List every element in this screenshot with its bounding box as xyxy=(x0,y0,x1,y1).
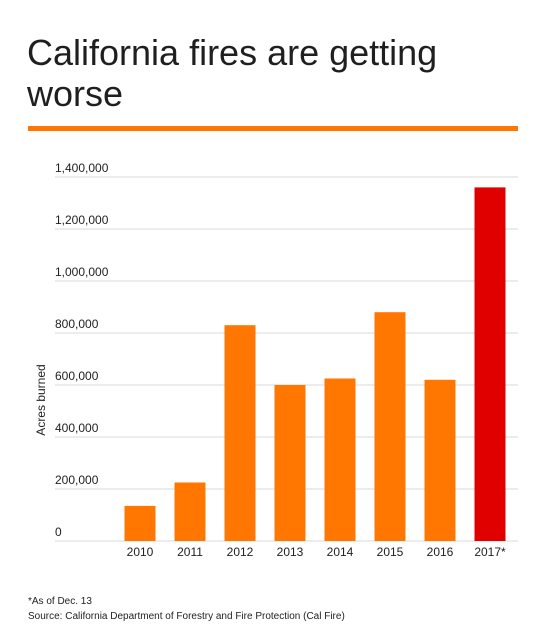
bar-2017 xyxy=(474,187,506,541)
y-tick-label: 1,000,000 xyxy=(55,265,109,279)
y-tick-label: 600,000 xyxy=(55,369,99,383)
y-tick-labels: 0 200,000 400,000 600,000 800,000 1,000,000 1,… xyxy=(55,161,109,539)
source-note: Source: California Department of Forestr… xyxy=(28,611,345,622)
bar-2011 xyxy=(174,482,206,541)
chart-title: California fires are getting worse xyxy=(27,32,438,114)
bar-2013 xyxy=(274,385,306,541)
bar-2016 xyxy=(424,379,456,541)
chart-notes: *As of Dec. 13 Source: California Depart… xyxy=(28,594,345,624)
x-tick-label: 2013 xyxy=(277,545,304,559)
bar-chart: 0 200,000 400,000 600,000 800,000 1,000,000 1,… xyxy=(34,161,518,559)
y-axis-label: Acres burned xyxy=(34,364,48,435)
x-tick-label: 2010 xyxy=(127,545,154,559)
y-tick-label: 1,400,000 xyxy=(55,161,109,175)
y-tick-label: 200,000 xyxy=(55,473,99,487)
x-tick-labels: 2010 2011 2012 2013 2014 2015 2016 2017* xyxy=(127,545,506,559)
bar-2012 xyxy=(224,325,256,541)
bar-2010 xyxy=(124,505,156,541)
x-tick-label: 2016 xyxy=(427,545,454,559)
y-tick-label: 400,000 xyxy=(55,421,99,435)
bar-2014 xyxy=(324,378,356,541)
title-accent-rule xyxy=(28,126,518,131)
y-tick-label: 0 xyxy=(55,525,62,539)
y-tick-label: 1,200,000 xyxy=(55,213,109,227)
x-tick-label: 2012 xyxy=(227,545,254,559)
bar-2015 xyxy=(374,312,406,541)
y-tick-label: 800,000 xyxy=(55,317,99,331)
bars xyxy=(124,187,506,541)
footnote: *As of Dec. 13 xyxy=(28,596,92,607)
x-tick-label: 2015 xyxy=(377,545,404,559)
x-tick-label: 2011 xyxy=(177,545,203,559)
x-tick-label: 2014 xyxy=(327,545,354,559)
x-tick-label: 2017* xyxy=(474,545,506,559)
